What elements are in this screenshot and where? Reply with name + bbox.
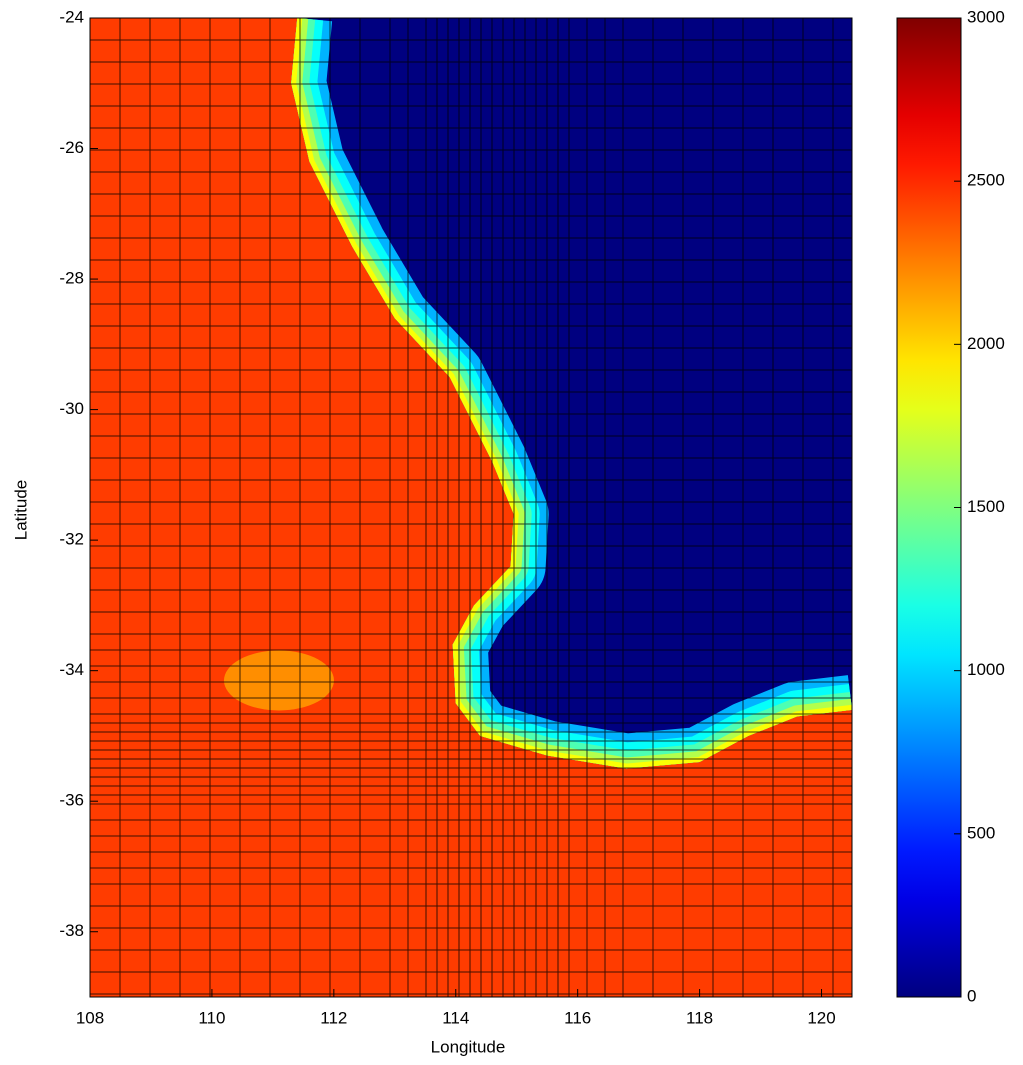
x-tick-label: 110	[198, 1008, 225, 1027]
y-tick-label: -32	[59, 530, 84, 549]
colorbar-tick-label: 1000	[967, 660, 1005, 679]
x-tick-label: 114	[442, 1008, 469, 1027]
colorbar	[896, 17, 962, 998]
shallow-patch	[223, 650, 334, 711]
x-tick-label: 112	[320, 1008, 347, 1027]
y-tick-label: -28	[59, 269, 84, 288]
colorbar-tick-label: 0	[967, 986, 976, 1005]
y-tick-label: -24	[59, 7, 84, 26]
x-tick-label: 108	[76, 1008, 104, 1027]
y-tick-label: -34	[59, 660, 84, 679]
edge-gradient	[291, 18, 853, 769]
colorbar-tick-label: 500	[967, 823, 995, 842]
x-axis-label: Longitude	[431, 1037, 506, 1056]
y-axis-label: Latitude	[11, 480, 30, 541]
deep-field	[291, 18, 853, 769]
colorbar-tick-label: 3000	[967, 7, 1005, 26]
y-tick-label: -38	[59, 921, 84, 940]
y-tick-label: -30	[59, 399, 84, 418]
colorbar-tick-label: 2000	[967, 334, 1005, 353]
edge-band	[291, 18, 853, 769]
y-tick-label: -36	[59, 791, 84, 810]
colorbar-tick-label: 2500	[967, 171, 1005, 190]
colorbar-tick-label: 1500	[967, 497, 1005, 516]
x-tick-label: 118	[686, 1008, 713, 1027]
x-tick-label: 120	[807, 1008, 835, 1027]
plot-frame	[89, 17, 853, 998]
y-tick-label: -26	[59, 138, 84, 157]
x-tick-label: 116	[564, 1008, 591, 1027]
